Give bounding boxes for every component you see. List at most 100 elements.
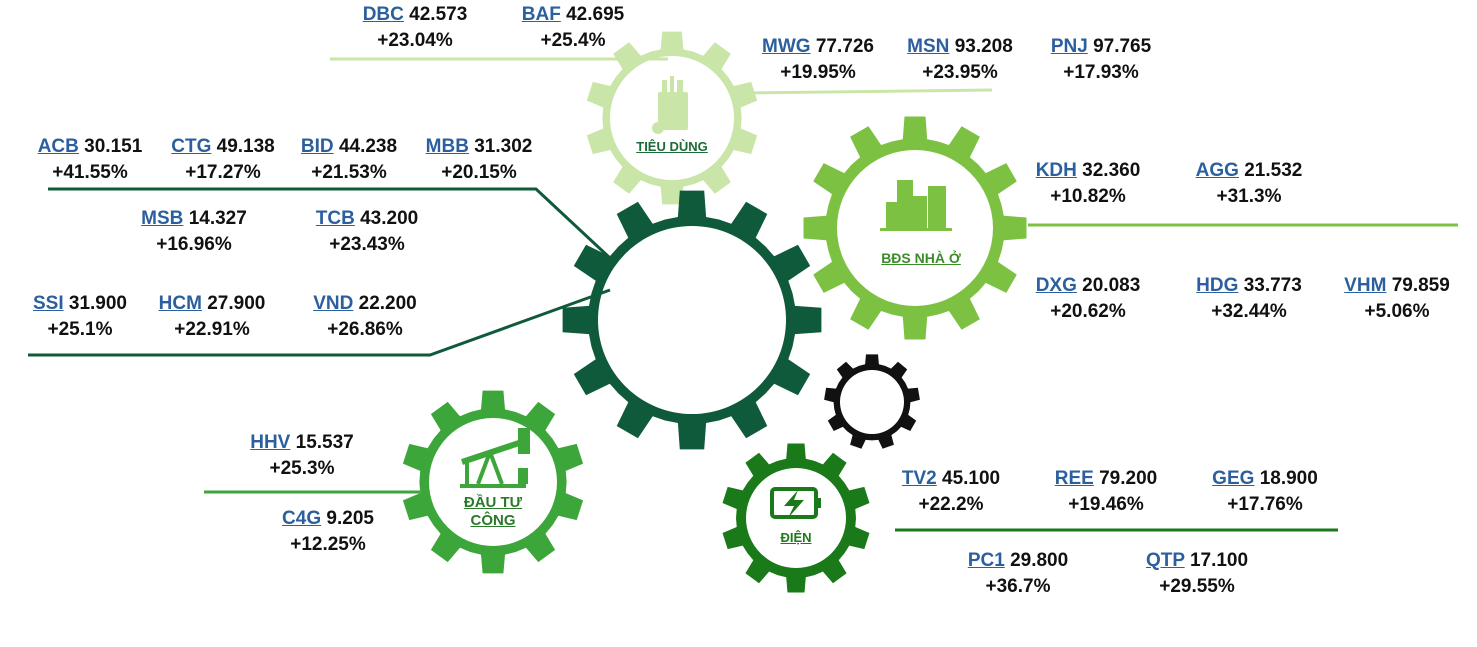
ticker-link[interactable]: SSI — [32, 293, 64, 314]
gear-shape — [402, 390, 584, 574]
stock-change: +5.06% — [1364, 301, 1430, 322]
ticker-link[interactable]: TV2 — [901, 468, 937, 489]
oil-pump-icon — [460, 428, 530, 488]
gear-bds — [803, 116, 1027, 340]
ticker-link[interactable]: QTP — [1145, 550, 1185, 571]
gear-dien — [722, 443, 870, 593]
stock-change: +16.96% — [156, 234, 232, 255]
ticker-link[interactable]: C4G — [282, 508, 322, 529]
stock-price: 79.200 — [1099, 468, 1158, 489]
stock-price: 42.695 — [566, 4, 625, 25]
stock-mbb: MBB 31.302 +20.15% — [426, 134, 533, 186]
stock-baf: BAF 42.695 +25.4% — [522, 2, 624, 54]
ticker-link[interactable]: BID — [300, 136, 334, 157]
stock-change: +19.46% — [1068, 494, 1144, 515]
stock-price: 42.573 — [409, 4, 468, 25]
ticker-link[interactable]: MWG — [762, 36, 811, 57]
ticker-link[interactable]: CTG — [171, 136, 212, 157]
stock-change: +23.95% — [922, 62, 998, 83]
stock-price: 93.208 — [954, 36, 1013, 57]
stock-vnd: VND 22.200 +26.86% — [313, 291, 417, 343]
stock-change: +25.3% — [269, 458, 335, 479]
connector-lines — [28, 57, 1458, 532]
ticker-link[interactable]: HDG — [1196, 275, 1239, 296]
stock-price: 20.083 — [1082, 275, 1141, 296]
ticker-link[interactable]: PNJ — [1050, 36, 1088, 57]
stock-hdg: HDG 33.773 +32.44% — [1196, 273, 1302, 325]
stock-mwg: MWG 77.726 +19.95% — [762, 34, 874, 86]
battery-charge-icon — [770, 487, 821, 519]
ticker-link[interactable]: MBB — [425, 136, 469, 157]
ticker-link[interactable]: MSB — [141, 208, 184, 229]
stock-change: +10.82% — [1050, 186, 1126, 207]
stock-pnj: PNJ 97.765 +17.93% — [1051, 34, 1151, 86]
ticker-link[interactable]: HCM — [158, 293, 202, 314]
stock-change: +31.3% — [1216, 186, 1282, 207]
stock-change: +23.43% — [329, 234, 405, 255]
ticker-link[interactable]: VND — [313, 293, 354, 314]
stock-price: 79.859 — [1391, 275, 1450, 296]
gear-dau-tu-cong — [402, 390, 584, 574]
sector-label-dau-tu-cong-line2: CÔNG — [470, 512, 516, 529]
ticker-link[interactable]: PC1 — [967, 550, 1005, 571]
stock-change: +22.2% — [918, 494, 984, 515]
stock-price: 49.138 — [216, 136, 275, 157]
sector-label-dau-tu-cong-line1: ĐẦU TƯ — [463, 494, 523, 511]
ticker-link[interactable]: HHV — [250, 432, 291, 453]
sector-label-tieu-dung: TIÊU DÙNG — [636, 139, 708, 154]
stock-c4g: C4G 9.205 +12.25% — [282, 506, 374, 558]
stock-change: +22.91% — [174, 319, 250, 340]
connector-tieu-dung-right — [739, 88, 993, 95]
stock-change: +17.76% — [1227, 494, 1303, 515]
stock-dxg: DXG 20.083 +20.62% — [1036, 273, 1141, 325]
stock-change: +41.55% — [52, 162, 128, 183]
gear-shape — [824, 354, 920, 449]
ticker-link[interactable]: DBC — [362, 4, 404, 25]
buildings-icon — [880, 180, 952, 231]
ticker-link[interactable]: AGG — [1195, 160, 1239, 181]
sector-label-ngan-hang-line2: & DVCK — [652, 375, 734, 398]
sector-label-bds: BĐS NHÀ Ở — [881, 250, 961, 266]
stock-price: 17.100 — [1189, 550, 1249, 571]
ticker-link[interactable]: BAF — [521, 4, 561, 25]
ticker-link[interactable]: GEG — [1212, 468, 1255, 489]
stock-price: 22.200 — [358, 293, 417, 314]
stock-change: +26.86% — [327, 319, 403, 340]
stock-msb: MSB 14.327 +16.96% — [141, 206, 247, 258]
ticker-link[interactable]: DXG — [1035, 275, 1077, 296]
ticker-link[interactable]: VHM — [1344, 275, 1387, 296]
stock-change: +25.4% — [540, 30, 606, 51]
stock-price: 77.726 — [815, 36, 874, 57]
stock-ctg: CTG 49.138 +17.27% — [171, 134, 275, 186]
stock-change: +17.27% — [185, 162, 261, 183]
stock-change: +32.44% — [1211, 301, 1287, 322]
stock-price: 33.773 — [1243, 275, 1302, 296]
grocery-bag-icon — [652, 76, 688, 134]
ticker-link[interactable]: REE — [1054, 468, 1094, 489]
stock-dbc: DBC 42.573 +23.04% — [363, 2, 468, 54]
stock-change: +25.1% — [47, 319, 113, 340]
stock-hcm: HCM 27.900 +22.91% — [159, 291, 266, 343]
stock-change: +19.95% — [780, 62, 856, 83]
ticker-link[interactable]: KDH — [1035, 160, 1077, 181]
stock-price: 21.532 — [1244, 160, 1303, 181]
ticker-link[interactable]: MSN — [907, 36, 950, 57]
sector-label-ngan-hang-line1: NGÂN HÀNG — [628, 349, 758, 372]
stock-price: 14.327 — [188, 208, 247, 229]
stock-price: 29.800 — [1010, 550, 1069, 571]
stock-price: 18.900 — [1259, 468, 1318, 489]
bank-icon — [650, 263, 730, 332]
gear-shape — [722, 443, 870, 593]
stock-change: +20.62% — [1050, 301, 1126, 322]
stock-change: +17.93% — [1063, 62, 1139, 83]
stock-bid: BID 44.238 +21.53% — [301, 134, 397, 186]
gear-shape — [803, 116, 1027, 340]
ticker-link[interactable]: ACB — [37, 136, 79, 157]
ticker-link[interactable]: TCB — [315, 208, 355, 229]
stock-price: 44.238 — [338, 136, 398, 157]
sector-label-ngan-hang: NGÂN HÀNG & DVCK — [628, 348, 758, 400]
stock-price: 9.205 — [326, 508, 374, 529]
stock-change: +12.25% — [290, 534, 366, 555]
stock-price: 32.360 — [1082, 160, 1141, 181]
